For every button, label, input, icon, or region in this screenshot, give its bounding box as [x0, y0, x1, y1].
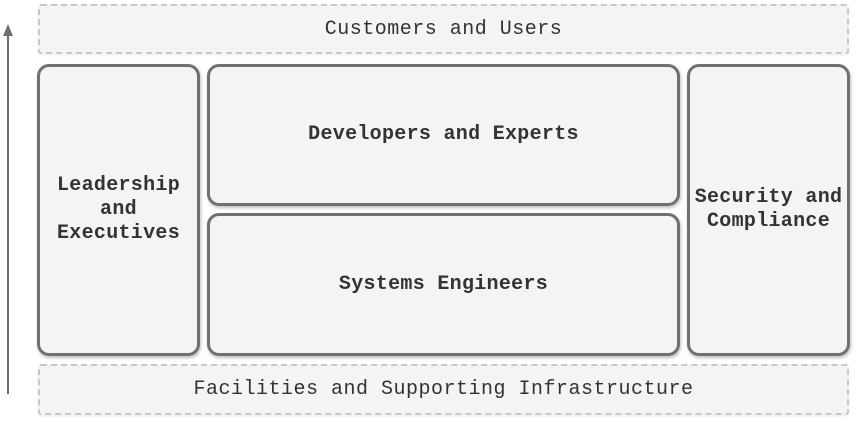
systems-engineers-label: Systems Engineers [338, 272, 549, 296]
customers-label: Customers and Users [324, 17, 563, 41]
developers-label: Developers and Experts [308, 123, 579, 146]
infrastructure-label: Facilities and Supporting Infrastructure [193, 378, 694, 401]
leadership-label: Leadership and Executives [56, 174, 181, 245]
systems-engineers-box: Systems Engineers [207, 213, 680, 356]
vertical-arrow [3, 24, 13, 394]
infrastructure-layer: Facilities and Supporting Infrastructure [38, 364, 849, 415]
security-box: Security and Compliance [687, 64, 850, 356]
arrow-head-icon [3, 24, 13, 36]
developers-box: Developers and Experts [207, 64, 680, 206]
security-label: Security and Compliance [694, 186, 843, 233]
customers-layer: Customers and Users [38, 4, 849, 54]
leadership-box: Leadership and Executives [37, 64, 200, 356]
